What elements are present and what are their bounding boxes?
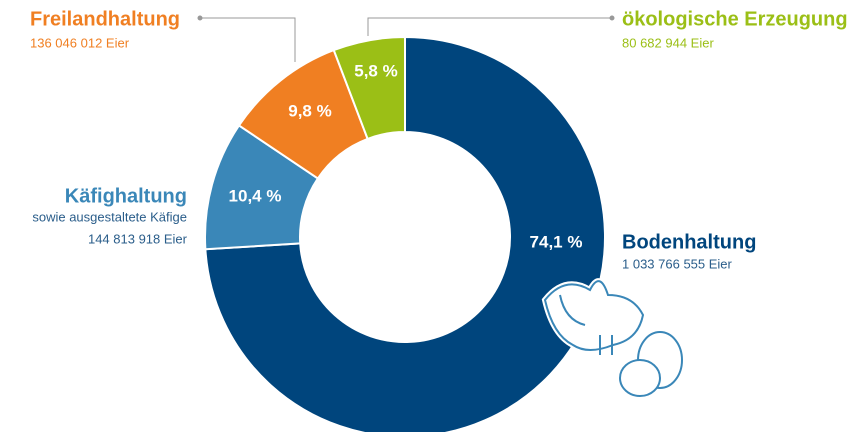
value-label: 10,4 % <box>229 186 282 205</box>
count-label: 136 046 012 Eier <box>30 35 130 50</box>
value-label: 9,8 % <box>288 101 331 120</box>
connector-dot <box>198 16 202 20</box>
connector-dot <box>610 16 614 20</box>
category-label: ökologische Erzeugung <box>622 8 848 30</box>
count-label: 80 682 944 Eier <box>622 35 714 50</box>
category-label: Freilandhaltung <box>30 8 180 30</box>
category-label: Käfighaltung <box>65 185 187 207</box>
connector-line <box>368 18 612 36</box>
count-label: 144 813 918 Eier <box>88 231 188 246</box>
connector-line <box>200 18 295 62</box>
category-note: sowie ausgestaltete Käfige <box>32 209 187 224</box>
value-label: 5,8 % <box>354 61 397 80</box>
chart: 74,1 % 10,4 % 9,8 % 5,8 % Bodenhaltung 1 033 … <box>0 0 856 432</box>
category-label: Bodenhaltung <box>622 231 756 253</box>
count-label: 1 033 766 555 Eier <box>622 256 733 271</box>
value-label: 74,1 % <box>530 232 583 251</box>
